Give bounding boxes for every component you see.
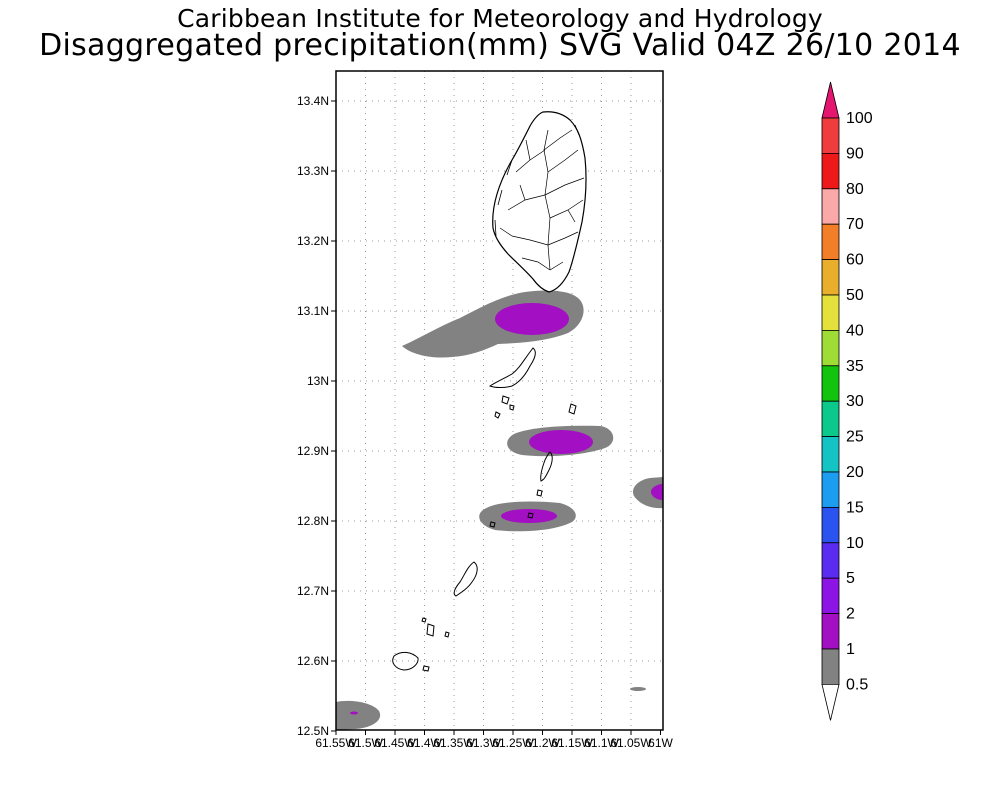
colorbar-swatch <box>821 365 840 402</box>
colorbar-swatch <box>821 294 840 331</box>
y-tick-label: 13.2N <box>297 234 329 248</box>
precip-area-east-gray <box>632 477 663 509</box>
colorbar-swatch <box>821 613 840 650</box>
y-tick-label: 13.4N <box>297 94 329 108</box>
colorbar-label: 20 <box>846 464 864 481</box>
island-canouan <box>540 451 553 482</box>
precip-area-east-purple <box>650 484 663 500</box>
x-tick-label: 61W <box>648 736 673 750</box>
island-small-7 <box>527 512 534 519</box>
x-tick-label: 61.3W <box>466 736 501 750</box>
colorbar-label: 10 <box>846 535 864 552</box>
colorbar-label: 30 <box>846 393 864 410</box>
colorbar-swatch <box>821 223 840 260</box>
island-saint-vincent <box>492 111 587 293</box>
colorbar-swatch <box>821 436 840 473</box>
colorbar-label: 35 <box>846 358 864 375</box>
colorbar-swatch <box>821 152 840 190</box>
x-tick-label: 61.35W <box>433 736 475 750</box>
colorbar-swatch <box>821 329 840 367</box>
x-tick-label: 61.15W <box>551 736 593 750</box>
precip-area-southwest-gray <box>336 700 381 730</box>
island-small-8 <box>444 631 450 638</box>
colorbar-label: 25 <box>846 429 864 446</box>
island-small-9 <box>422 665 430 672</box>
colorbar-label: 90 <box>846 145 864 162</box>
colorbar-under-triangle <box>821 684 840 721</box>
x-axis: 61.55W61.5W61.45W61.4W61.35W61.3W61.25W6… <box>315 730 674 750</box>
x-tick-label: 61.05W <box>610 736 652 750</box>
island-small-3 <box>509 404 515 411</box>
island-small-4 <box>568 403 577 415</box>
y-tick-label: 12.7N <box>297 584 329 598</box>
island-petite-martinique <box>426 623 435 637</box>
y-tick-label: 12.6N <box>297 654 329 668</box>
x-tick-label: 61.25W <box>492 736 534 750</box>
island-small-2 <box>494 411 501 419</box>
grenadines-islands <box>392 347 577 672</box>
y-tick-label: 13.1N <box>297 304 329 318</box>
precip-areas <box>336 290 663 730</box>
x-tick-label: 61.2W <box>525 736 560 750</box>
y-axis: 13.4N 13.3N 13.2N 13.1N 13N 12.9N 12.8N 12.7N 12… <box>297 94 336 738</box>
map-frame <box>335 70 664 731</box>
gridlines <box>336 71 663 730</box>
precip-area-south-purple <box>501 509 557 523</box>
colorbar-label: 2 <box>846 606 855 623</box>
map-title-line1: Caribbean Institute for Meteorology and … <box>177 4 823 33</box>
y-tick-label: 12.5N <box>297 724 329 738</box>
colorbar-swatch <box>821 542 840 579</box>
colorbar-swatch <box>821 400 840 438</box>
island-small-1 <box>501 395 510 405</box>
colorbar-swatch <box>821 188 840 225</box>
colorbar-over-triangle <box>821 81 840 119</box>
colorbar-swatch <box>821 577 840 615</box>
colorbar-label: 60 <box>846 252 864 269</box>
y-tick-label: 13.3N <box>297 164 329 178</box>
colorbar-label: 1 <box>846 641 855 658</box>
island-small-5 <box>536 489 543 497</box>
colorbar-swatch <box>821 648 840 685</box>
colorbar-legend: 100 90 80 70 60 50 40 35 30 25 20 15 10 5 2 1 0.5 <box>821 81 873 721</box>
colorbar-label: 40 <box>846 322 864 339</box>
colorbar-label: 0.5 <box>846 676 868 693</box>
precip-area-mid-purple <box>529 430 593 454</box>
x-tick-label: 61.1W <box>584 736 619 750</box>
island-drainage-lines <box>499 129 585 271</box>
island-bequia <box>488 347 536 388</box>
colorbar-swatch <box>821 117 840 154</box>
colorbar-label: 70 <box>846 216 864 233</box>
y-tick-label: 12.8N <box>297 514 329 528</box>
map-background <box>336 71 663 730</box>
precip-area-small-gray <box>630 687 646 691</box>
y-tick-label: 13N <box>307 374 329 388</box>
island-coast-detail <box>494 124 580 237</box>
colorbar-swatch <box>821 506 840 544</box>
colorbar-swatch <box>821 471 840 508</box>
map-panel <box>335 70 664 731</box>
x-tick-label: 61.4W <box>407 736 442 750</box>
island-carriacou <box>453 561 478 597</box>
x-tick-label: 61.45W <box>374 736 416 750</box>
colorbar-label: 15 <box>846 499 864 516</box>
precip-area-north-purple <box>495 303 569 335</box>
island-small-6 <box>489 521 496 528</box>
colorbar-swatch <box>821 259 840 296</box>
precip-area-southwest-purple <box>350 711 358 715</box>
island-grenada-north <box>392 651 419 671</box>
colorbar-label: 80 <box>846 181 864 198</box>
island-small-10 <box>421 617 427 623</box>
colorbar-label: 100 <box>846 110 873 127</box>
map-title-line2: Disaggregated precipitation(mm) SVG Vali… <box>39 28 961 63</box>
x-tick-label: 61.55W <box>315 736 357 750</box>
y-tick-label: 12.9N <box>297 444 329 458</box>
colorbar-label: 5 <box>846 570 855 587</box>
colorbar-label: 50 <box>846 287 864 304</box>
x-tick-label: 61.5W <box>348 736 383 750</box>
